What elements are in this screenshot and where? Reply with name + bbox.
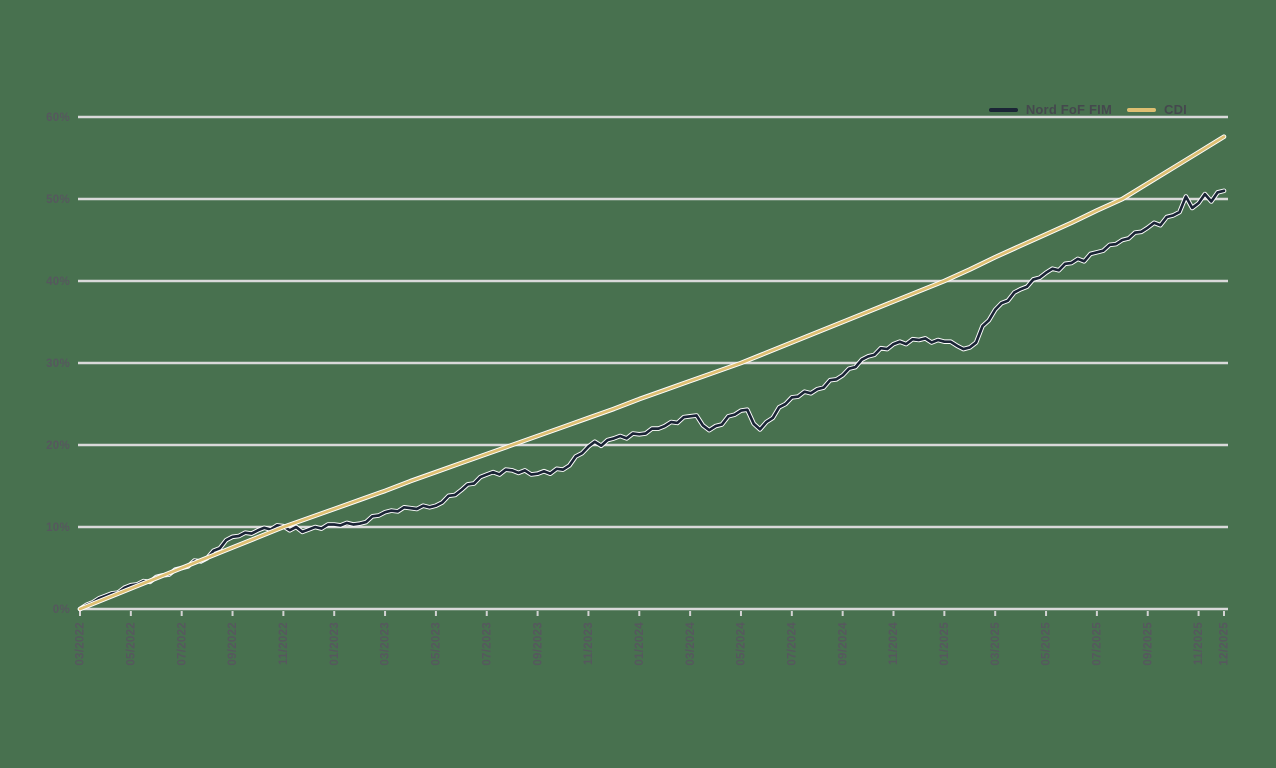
series-halo-nord-fof-fim <box>77 188 1227 612</box>
legend-item-nord-fof-fim: Nord FoF FIM <box>988 102 1112 117</box>
y-axis-label-60%: 60% <box>46 112 70 124</box>
x-axis-label: 05/2025 <box>1041 622 1053 666</box>
x-axis-label: 07/2025 <box>1092 622 1104 666</box>
x-axis-label: 09/2024 <box>837 622 849 666</box>
legend-item-cdi: CDI <box>1127 103 1187 116</box>
y-axis-label-50%: 50% <box>46 194 70 206</box>
x-axis-label: 05/2024 <box>736 622 748 666</box>
x-axis-label: 03/2023 <box>380 622 392 666</box>
legend-label-nord-fof-fim: Nord FoF FIM <box>1025 102 1112 117</box>
x-axis-label: 03/2022 <box>75 622 87 666</box>
x-axis-label: 12/2025 <box>1219 622 1231 666</box>
series-line-cdi <box>78 135 1226 611</box>
y-axis-label-30%: 30% <box>46 358 70 370</box>
x-axis-label: 11/2022 <box>278 622 290 665</box>
x-axis-label: 03/2024 <box>685 622 697 666</box>
y-axis-label-0%: 0% <box>53 604 70 616</box>
y-axis-label-40%: 40% <box>46 276 70 288</box>
x-axis-label: 05/2023 <box>431 622 443 666</box>
cdi-line-swatch-icon <box>1127 107 1156 112</box>
x-axis-label: 11/2024 <box>888 622 900 665</box>
x-axis-label: 03/2025 <box>990 622 1002 666</box>
x-axis-label: 09/2025 <box>1142 622 1154 666</box>
x-axis-label: 05/2022 <box>126 622 138 666</box>
nord-fof-fim-line-swatch-icon <box>988 107 1018 112</box>
x-axis-label: 01/2025 <box>939 622 951 666</box>
chart-legend: Nord FoF FIM CDI <box>988 102 1187 117</box>
x-axis-label: 11/2025 <box>1193 622 1205 665</box>
series-halo-cdi <box>77 134 1227 612</box>
legend-label-cdi: CDI <box>1164 102 1187 117</box>
x-axis-label: 11/2023 <box>583 622 595 665</box>
x-axis-label: 07/2024 <box>787 622 799 666</box>
x-axis-label: 07/2022 <box>176 622 188 666</box>
x-axis-label: 09/2022 <box>227 622 239 666</box>
x-axis-label: 09/2023 <box>532 622 544 666</box>
y-axis-label-20%: 20% <box>46 440 70 452</box>
y-axis-label-10%: 10% <box>46 522 70 534</box>
x-axis-label: 01/2023 <box>329 622 341 666</box>
x-axis-label: 07/2023 <box>481 622 493 666</box>
series-line-nord-fof-fim <box>78 189 1226 611</box>
x-axis-label: 01/2024 <box>634 622 646 666</box>
